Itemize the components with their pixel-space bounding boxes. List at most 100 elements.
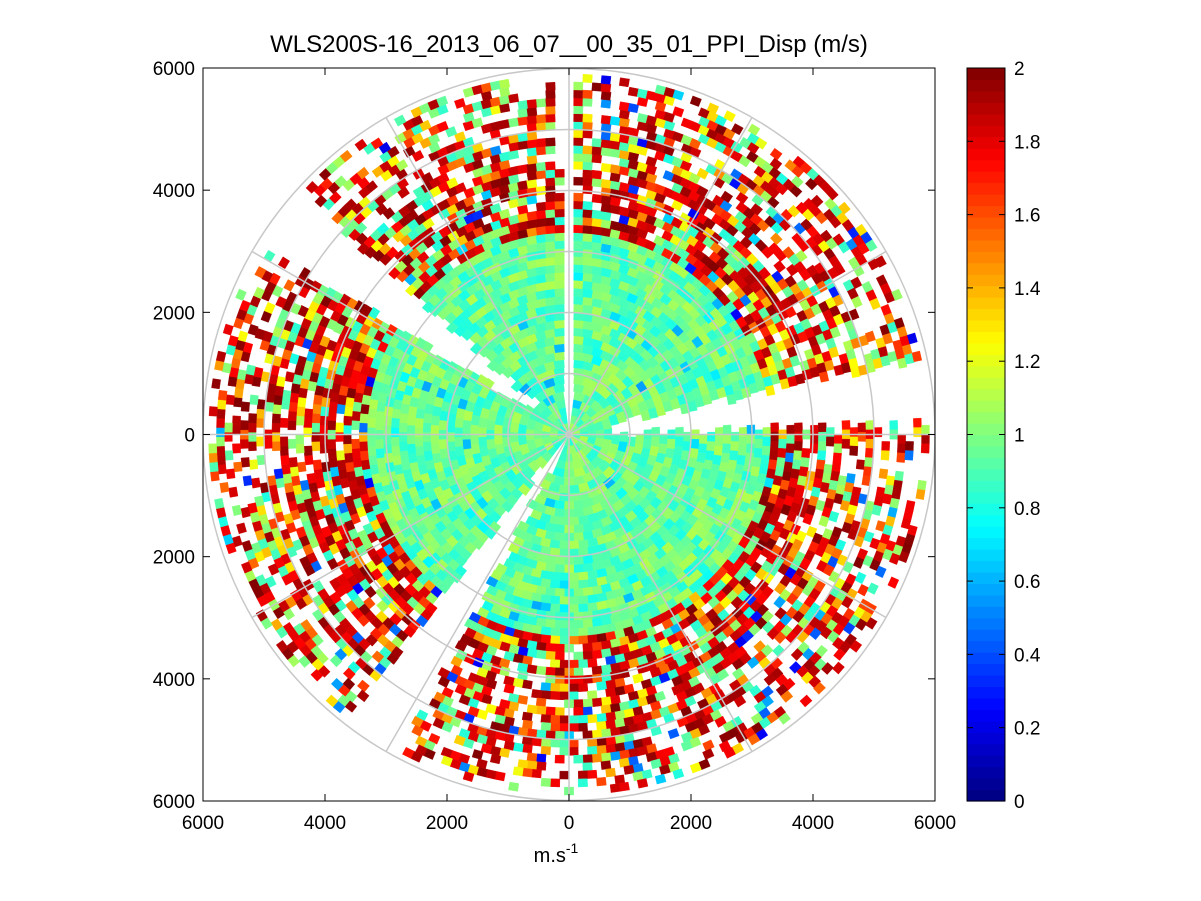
ppi-cell [645, 172, 658, 184]
ppi-cell [549, 579, 561, 589]
ppi-cell [605, 719, 616, 730]
ppi-cell [689, 95, 702, 107]
ppi-cell [290, 589, 303, 602]
ppi-cell [422, 412, 433, 424]
ppi-cell [215, 506, 227, 519]
ppi-cell [437, 667, 451, 679]
ppi-cell [573, 587, 584, 597]
x-tick-label: 2000 [426, 813, 468, 834]
colorbar-swatch [967, 457, 1005, 470]
ppi-cell [549, 659, 561, 669]
ppi-cell [573, 121, 584, 131]
ppi-cell [328, 457, 338, 468]
ppi-cell [596, 713, 607, 723]
ppi-cell [636, 778, 649, 789]
ppi-cell [582, 97, 593, 107]
ppi-cell [344, 396, 355, 408]
ppi-cell [382, 424, 392, 435]
ppi-cell [651, 426, 661, 438]
colorbar-swatch [967, 90, 1005, 103]
ppi-cell [432, 717, 445, 730]
ppi-cell [233, 396, 243, 408]
ppi-cell [770, 232, 783, 246]
ppi-cell [327, 448, 337, 459]
colorbar-swatch [967, 377, 1005, 390]
ppi-cell [582, 201, 593, 211]
ppi-cell [545, 81, 556, 91]
ppi-cell [327, 410, 337, 421]
ppi-cell [512, 527, 525, 539]
ppi-cell [482, 377, 495, 391]
ppi-cell [591, 641, 603, 652]
colorbar-swatch [967, 583, 1005, 596]
colorbar-swatch [967, 125, 1005, 138]
ppi-cell [600, 91, 612, 101]
ppi-cell [573, 619, 584, 629]
ppi-cell [554, 168, 565, 178]
ppi-cell [540, 626, 551, 636]
ppi-cell [730, 441, 740, 452]
ppi-cell [526, 99, 538, 109]
ppi-cell [296, 405, 306, 417]
ppi-cell [748, 382, 759, 394]
ppi-cell [851, 295, 863, 309]
ppi-cell [360, 459, 371, 471]
ppi-cell [544, 280, 556, 291]
ppi-cell [287, 438, 297, 449]
ppi-cell [228, 486, 239, 498]
ppi-cell [475, 373, 488, 387]
ppi-cell [554, 532, 565, 542]
ppi-cell [852, 264, 865, 277]
colorbar-swatch [967, 400, 1005, 413]
ppi-cell [573, 208, 584, 218]
colorbar-swatch [967, 411, 1005, 424]
ppi-cell [376, 222, 390, 236]
ppi-cell [779, 378, 791, 390]
ppi-cell [833, 443, 843, 454]
ppi-cell [559, 691, 570, 701]
ppi-cell [446, 177, 459, 189]
ppi-cell [577, 659, 589, 669]
ppi-cell [347, 661, 361, 674]
ppi-cell [765, 384, 776, 397]
ppi-cell [550, 722, 561, 732]
ppi-cell [544, 288, 556, 299]
ppi-cell [820, 626, 833, 640]
ppi-cell [469, 434, 479, 445]
ppi-cell [549, 539, 561, 550]
ppi-cell [591, 217, 603, 228]
ppi-cell [833, 434, 843, 445]
ppi-cell [336, 459, 347, 471]
ppi-cell [438, 419, 448, 431]
colorbar-swatch [967, 789, 1005, 802]
ppi-cell [582, 89, 593, 99]
ppi-cell [704, 667, 717, 680]
ppi-cell [896, 452, 906, 463]
ppi-cell [799, 694, 813, 708]
ppi-cell [287, 420, 297, 431]
ppi-cell [913, 417, 922, 428]
colorbar-swatch [967, 709, 1005, 722]
ppi-cell [818, 431, 827, 442]
ppi-cell [733, 389, 744, 401]
ppi-cell [885, 475, 896, 487]
ppi-cell [623, 764, 635, 775]
ppi-cell [582, 208, 593, 219]
ppi-cell [351, 447, 361, 459]
ppi-cell [545, 113, 556, 123]
ppi-cell [521, 711, 533, 722]
ppi-cell [545, 169, 556, 179]
ppi-cell [489, 80, 502, 91]
ppi-cell [526, 138, 538, 149]
ppi-cell [573, 667, 584, 677]
ppi-cell [577, 635, 589, 645]
ppi-cell [810, 434, 819, 445]
ppi-cell [554, 232, 565, 242]
ppi-cell [545, 240, 556, 251]
ppi-cell [436, 120, 449, 133]
ppi-cell [702, 748, 715, 760]
ppi-cell [714, 427, 724, 438]
y-tick-label: 2000 [153, 548, 195, 569]
ppi-cell [356, 166, 370, 180]
ppi-cell [544, 554, 556, 565]
